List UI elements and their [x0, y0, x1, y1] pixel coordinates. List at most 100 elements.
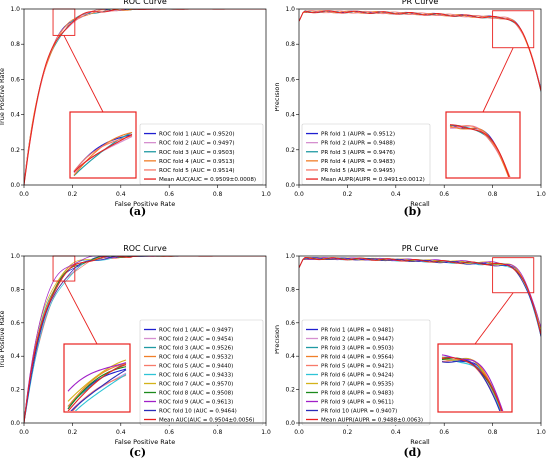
x-tick-label: 0.4: [116, 191, 126, 198]
x-tick-label: 1.0: [536, 191, 546, 198]
legend-box: [301, 319, 431, 426]
legend-label-4: ROC fold 4 (AUC = 0.9513): [159, 159, 235, 165]
legend-label-10: PR fold 10 (AUPR = 0.9407): [321, 409, 397, 415]
x-tick-label: 0.4: [116, 429, 126, 436]
series-line-4: [299, 257, 541, 330]
panel-b: PR Curve Recall Precision 0.0 0.2 0.4 0.6 0.8 1.…: [275, 0, 550, 232]
y-tick-label: 0.4: [10, 353, 20, 360]
legend-box: [139, 123, 264, 185]
legend-label-3: PR fold 3 (AUPR = 0.9503): [321, 346, 394, 352]
y-tick-label: 0.8: [10, 286, 20, 293]
inset-connector: [474, 292, 514, 345]
legend-label-11: Mean AUPR(AUPR = 0.9488±0.0063): [321, 418, 423, 424]
caption-c: (c): [0, 446, 275, 459]
legend-box: [139, 319, 264, 426]
inset-connector: [482, 47, 514, 113]
series-line-8: [24, 256, 266, 422]
x-axis-label: False Positive Rate: [115, 438, 175, 446]
y-tick-label: 1.0: [285, 253, 295, 260]
legend-box: [301, 123, 431, 185]
y-axis-label: True Positive Rate: [0, 311, 6, 370]
legend-label-5: ROC fold 5 (AUC = 0.9440): [159, 364, 233, 370]
x-tick-label: 0.0: [294, 429, 304, 436]
legend-label-8: ROC fold 8 (AUC = 0.9508): [159, 391, 233, 397]
y-tick-label: 0.6: [10, 320, 20, 327]
inset-series-line-9: [67, 362, 127, 392]
y-axis-label: Precision: [275, 82, 281, 111]
panel-d: PR Curve Recall Precision 0.0 0.2 0.4 0.6 0.8 1.…: [275, 232, 550, 464]
chart-pr-b: PR Curve Recall Precision 0.0 0.2 0.4 0.6 0.8 1.…: [275, 0, 546, 208]
chart-title: ROC Curve: [123, 244, 167, 253]
y-tick-label: 0.8: [285, 41, 295, 48]
inset-box: [445, 111, 521, 179]
legend-label-9: ROC fold 9 (AUC = 0.9613): [159, 400, 233, 406]
legend-label-1: ROC fold 1 (AUC = 0.9520): [159, 132, 235, 138]
caption-d-label: (d): [403, 446, 422, 459]
caption-b-label: (b): [403, 205, 422, 218]
inset-series-line-6: [74, 373, 127, 411]
legend-label-6: Mean AUPR(AUPR = 0.9491±0.0012): [321, 177, 425, 183]
x-tick-label: 0.2: [68, 191, 78, 198]
legend-label-8: PR fold 8 (AUPR = 0.9483): [321, 391, 394, 397]
legend-label-2: ROC fold 2 (AUC = 0.9497): [159, 141, 235, 147]
axes-frame: [298, 8, 542, 186]
y-tick-label: 1.0: [10, 6, 20, 13]
inset-series-line-11: [67, 364, 127, 411]
chart-roc-a: ROC Curve False Positive Rate True Positiv…: [0, 0, 271, 208]
inset-series-line-10: [441, 359, 501, 411]
series-line-2: [299, 10, 541, 91]
y-axis-label: True Positive Rate: [0, 68, 6, 127]
series-line-11: [24, 256, 266, 423]
legend-label-3: ROC fold 3 (AUC = 0.9526): [159, 346, 233, 352]
x-tick-label: 0.6: [164, 191, 174, 198]
x-tick-label: 0.6: [439, 191, 449, 198]
series-line-4: [24, 256, 266, 423]
inset-series-line-6: [73, 134, 133, 173]
legend-label-5: PR fold 5 (AUPR = 0.9421): [321, 364, 394, 370]
x-tick-label: 0.0: [19, 429, 29, 436]
x-axis-label: Recall: [410, 438, 430, 446]
y-tick-label: 0.0: [285, 420, 295, 427]
inset-series-line-6: [449, 124, 510, 177]
caption-d: (d): [275, 446, 550, 459]
series-line-7: [24, 256, 266, 423]
y-tick-label: 0.4: [285, 112, 295, 119]
legend-label-4: PR fold 4 (AUPR = 0.9483): [321, 159, 395, 165]
zoom-box: [492, 257, 535, 294]
inset-connector: [63, 280, 98, 345]
series-line-4: [299, 10, 541, 91]
legend-label-2: ROC fold 2 (AUC = 0.9454): [159, 337, 233, 343]
x-tick-label: 1.0: [261, 429, 271, 436]
inset-series-line-4: [449, 125, 510, 177]
legend-label-3: PR fold 3 (AUPR = 0.9476): [321, 150, 395, 156]
legend-label-10: ROC fold 10 (AUC = 0.9464): [159, 409, 237, 415]
x-tick-label: 0.4: [391, 191, 401, 198]
x-tick-label: 0.6: [164, 429, 174, 436]
axes-frame: [23, 8, 267, 186]
caption-a-label: (a): [128, 205, 147, 218]
legend-label-4: ROC fold 4 (AUC = 0.9532): [159, 355, 233, 361]
x-tick-label: 0.4: [391, 429, 401, 436]
legend-label-7: ROC fold 7 (AUC = 0.9570): [159, 382, 233, 388]
legend-label-6: PR fold 6 (AUPR = 0.9424): [321, 373, 394, 379]
plot-area: [299, 257, 541, 338]
legend-label-1: PR fold 1 (AUPR = 0.9512): [321, 132, 395, 138]
inset-plot: [67, 359, 127, 411]
x-tick-label: 0.0: [19, 191, 29, 198]
chart-roc-c: ROC Curve False Positive Rate True Positiv…: [0, 244, 271, 446]
zoom-box: [492, 10, 535, 49]
legend-label-1: ROC fold 1 (AUC = 0.9497): [159, 328, 233, 334]
panel-c: ROC Curve False Positive Rate True Positiv…: [0, 232, 275, 464]
y-tick-label: 0.0: [285, 182, 295, 189]
x-tick-label: 0.2: [343, 429, 353, 436]
x-axis-label: False Positive Rate: [115, 200, 175, 208]
chart-title: PR Curve: [402, 244, 439, 253]
y-tick-label: 0.0: [10, 182, 20, 189]
legend-label-5: PR fold 5 (AUPR = 0.9495): [321, 168, 395, 174]
inset-series-line-10: [70, 369, 127, 411]
y-tick-label: 0.6: [285, 320, 295, 327]
caption-c-label: (c): [128, 446, 147, 459]
y-tick-label: 0.6: [10, 76, 20, 83]
inset-series-line-4: [67, 363, 127, 407]
legend-label-7: PR fold 7 (AUPR = 0.9535): [321, 382, 394, 388]
